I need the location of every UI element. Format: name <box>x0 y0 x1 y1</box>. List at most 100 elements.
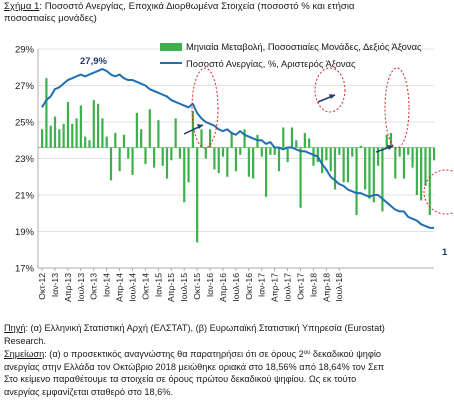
bar <box>394 147 397 179</box>
bar <box>153 147 156 168</box>
bar <box>105 136 108 148</box>
note-line-3: Στο κείμενο παραθέτουμε τα στοιχεία σε ό… <box>4 374 357 385</box>
bar <box>252 147 255 179</box>
bar <box>88 140 91 148</box>
x-tick-label: Ιαν-15 <box>153 273 163 297</box>
bar <box>342 147 345 183</box>
bar <box>415 147 418 195</box>
x-axis: Οκτ-12 Ιαν-13 Απρ-13 Ιουλ-13 Οκτ-13 Ιαν-14 Απρ… <box>37 267 434 302</box>
bar <box>84 136 87 148</box>
note-text-a: : (α) ο προσεκτικός αναγνώστης θα παρατη… <box>44 349 304 360</box>
bar <box>346 147 350 183</box>
x-tick-label: Οκτ-14 <box>140 273 150 300</box>
x-tick-label: Οκτ-16 <box>244 273 254 300</box>
bar <box>144 147 147 164</box>
y-tick-label: 25% <box>15 118 35 129</box>
bar <box>321 147 324 174</box>
chart-annotations: 27,9% 1 <box>80 56 454 258</box>
y-tick-label: 27% <box>15 81 35 92</box>
bar <box>221 147 225 157</box>
end-label: 1 <box>442 247 448 258</box>
x-tick-label: Απρ-15 <box>166 273 176 302</box>
bar <box>316 147 319 163</box>
bar <box>92 100 95 148</box>
bar <box>239 147 242 155</box>
bar <box>359 145 362 148</box>
bar <box>49 125 52 148</box>
red-ellipse-2 <box>314 67 346 113</box>
line-series <box>41 68 434 229</box>
bar <box>71 123 74 148</box>
source-line: Πηγή: (α) Ελληνική Στατιστική Αρχή (ΕΛΣΤ… <box>4 322 450 335</box>
bar <box>41 129 44 148</box>
bar <box>157 120 160 148</box>
unemployment-chart: 29% 27% 25% 23% 21% 19% 17% Οκτ-12 Ιαν-13 Απρ-13… <box>15 41 454 302</box>
bar <box>122 134 126 148</box>
bar <box>45 78 48 148</box>
bar <box>75 118 78 148</box>
bar <box>269 147 272 155</box>
bar <box>114 132 117 148</box>
bar <box>377 147 380 166</box>
x-tick-label: Ιουλ-16 <box>231 273 241 302</box>
bar <box>282 127 285 148</box>
bar <box>204 147 207 159</box>
legend-bar-label: Μηνιαία Μεταβολή, Ποσοστιαίες Μονάδες, Δ… <box>186 41 422 52</box>
bar <box>174 118 177 148</box>
bar <box>183 147 186 203</box>
bar <box>148 109 151 148</box>
x-tick-label: Απρ-17 <box>270 273 280 302</box>
x-tick-label: Οκτ-15 <box>192 273 202 300</box>
bar <box>329 147 332 172</box>
figure-title-cont: ποσοστιαίες μονάδες) <box>4 13 97 24</box>
x-tick-label: Απρ-18 <box>321 273 331 302</box>
figure-label: Σχήμα 1 <box>4 1 40 12</box>
bar <box>312 147 315 166</box>
bar <box>333 147 337 190</box>
bar <box>308 138 311 148</box>
x-tick-label: Απρ-16 <box>218 273 228 302</box>
bar <box>338 147 341 155</box>
bar <box>131 147 134 175</box>
bar <box>368 147 371 199</box>
arrow-2-head <box>329 94 335 99</box>
bar-series <box>38 78 436 243</box>
y-tick-label: 17% <box>15 264 35 275</box>
bar <box>260 147 263 157</box>
bar <box>424 147 427 186</box>
figure-caption: Σχήμα 1: Ποσοστό Ανεργίας, Εποχικά Διορθ… <box>4 1 434 25</box>
bar <box>411 147 414 168</box>
bar <box>286 147 289 163</box>
arrow-1-head <box>197 124 203 129</box>
bar <box>101 118 104 148</box>
red-ellipse-4 <box>423 169 454 215</box>
red-ellipse-3 <box>384 67 410 149</box>
red-ellipse-1 <box>191 67 219 149</box>
bar <box>127 147 130 159</box>
bar <box>372 147 375 203</box>
bar <box>230 132 233 148</box>
bar <box>196 147 199 243</box>
y-tick-label: 23% <box>15 154 35 165</box>
x-tick-label: Ιουλ-13 <box>76 273 86 302</box>
x-tick-label: Ιουλ-17 <box>283 273 293 302</box>
bar <box>234 147 238 172</box>
bar <box>226 147 229 177</box>
arrow-3-head <box>387 145 393 150</box>
source-label: Πηγή <box>4 323 26 333</box>
peak-label: 27,9% <box>80 56 107 67</box>
x-tick-label: Ιαν-14 <box>102 273 112 297</box>
bar <box>351 147 354 157</box>
x-tick-label: Οκτ-17 <box>295 273 305 300</box>
x-tick-label: Ιαν-16 <box>205 273 215 297</box>
bar <box>161 147 164 166</box>
figure-notes: Πηγή: (α) Ελληνική Στατιστική Αρχή (ΕΛΣΤ… <box>4 322 450 399</box>
bar <box>381 147 384 212</box>
bar <box>273 147 276 155</box>
bar <box>420 147 423 201</box>
x-tick-label: Ιουλ-15 <box>179 273 189 302</box>
bar <box>200 129 203 148</box>
bar <box>213 147 216 170</box>
note-text-b: δεκαδικού ψηφίο <box>310 349 382 360</box>
bar <box>118 147 121 172</box>
